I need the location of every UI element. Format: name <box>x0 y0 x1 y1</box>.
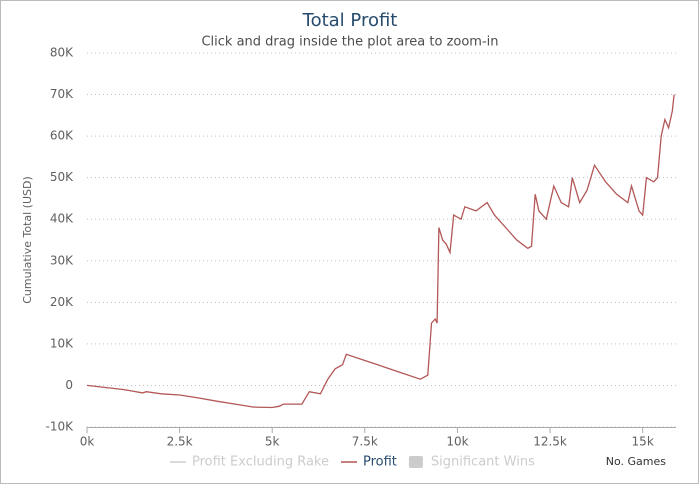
y-tick-label: 0 <box>65 378 73 392</box>
y-tick-label: -10K <box>46 420 75 434</box>
y-tick-label: 20K <box>50 295 74 309</box>
y-axis-title: Cumulative Total (USD) <box>21 176 34 304</box>
chart-title: Total Profit <box>302 10 398 31</box>
legend-item[interactable]: Significant Wins <box>431 455 535 470</box>
x-tick-label: 15k <box>632 435 654 449</box>
x-tick-label: 12.5k <box>533 435 567 449</box>
y-tick-label: 70K <box>50 87 74 101</box>
y-tick-label: 10K <box>50 336 74 350</box>
x-tick-label: 0k <box>80 435 95 449</box>
legend-item[interactable]: Profit Excluding Rake <box>192 455 329 470</box>
x-tick-label: 2.5k <box>167 435 193 449</box>
x-axis-title: No. Games <box>606 455 667 468</box>
legend-item[interactable]: Profit <box>363 455 397 470</box>
y-tick-label: 40K <box>50 212 74 226</box>
x-tick-label: 7.5k <box>352 435 378 449</box>
profit-line <box>86 94 675 409</box>
y-tick-label: 80K <box>50 46 74 60</box>
y-tick-label: 50K <box>50 170 74 184</box>
x-tick-label: 5k <box>265 435 280 449</box>
y-tick-label: 30K <box>50 253 74 267</box>
legend-symbol <box>408 456 423 468</box>
y-tick-label: 60K <box>50 129 74 143</box>
x-tick-label: 10k <box>446 435 468 449</box>
chart-subtitle: Click and drag inside the plot area to z… <box>201 35 498 50</box>
